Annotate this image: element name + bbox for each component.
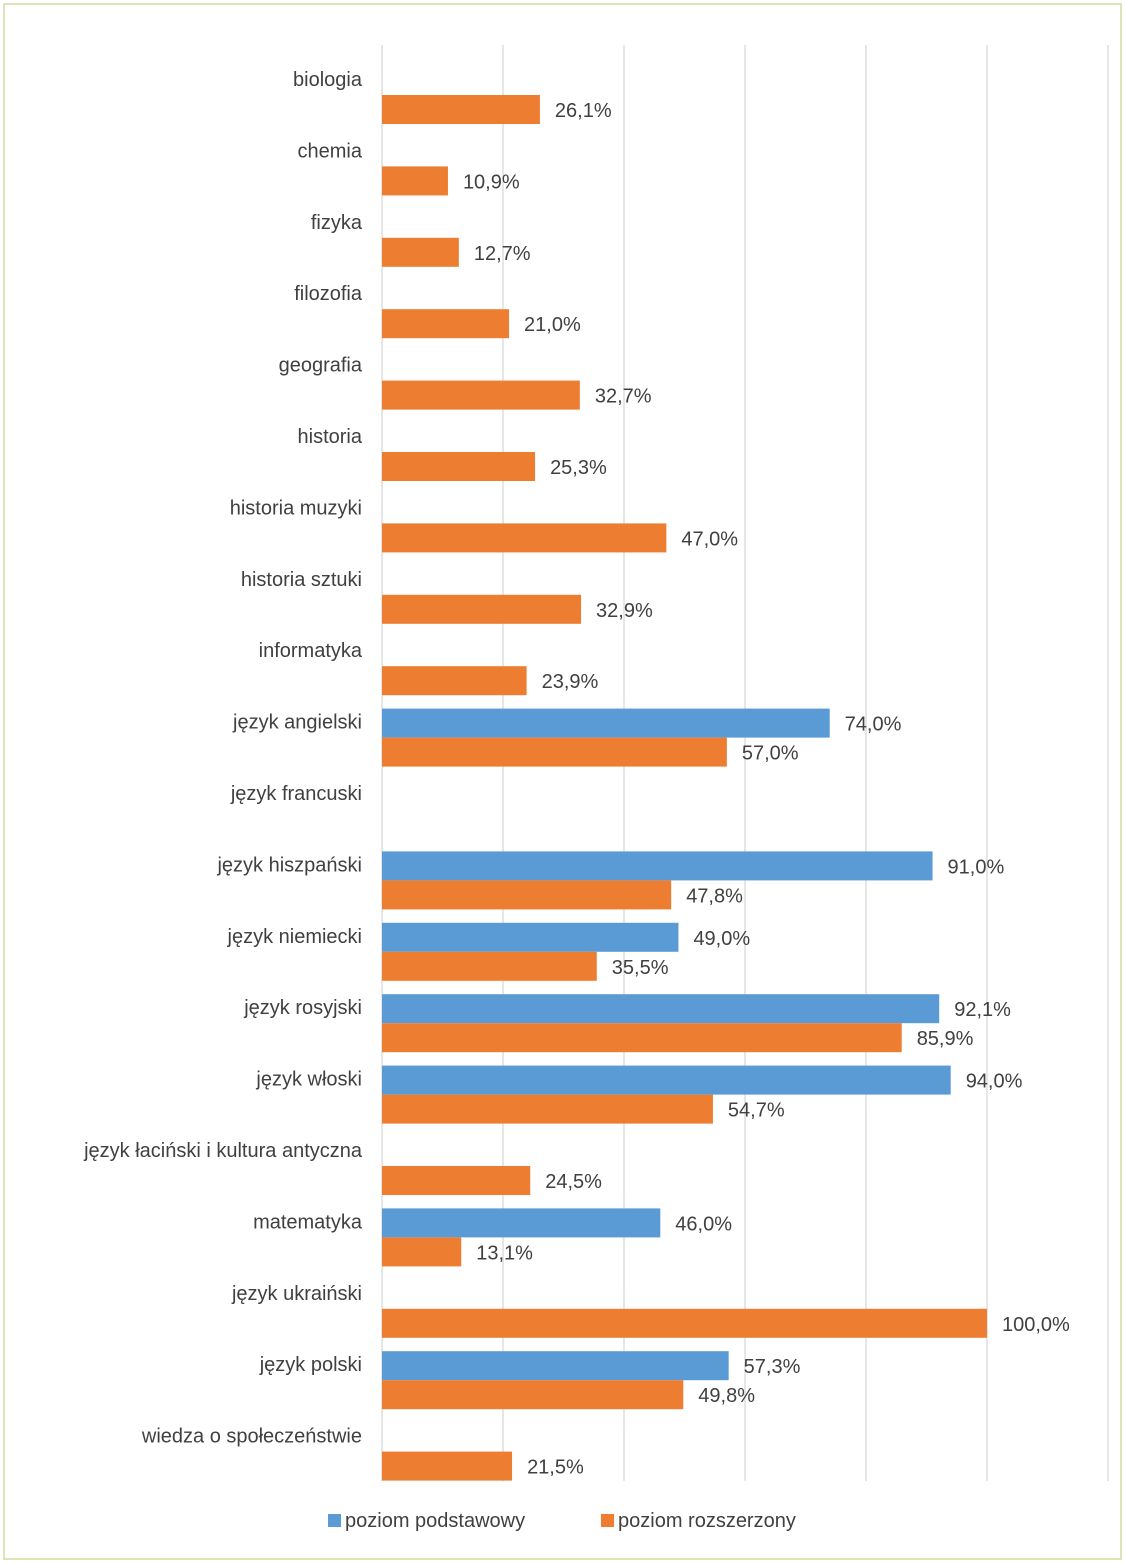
data-label: 21,0% [524,314,581,336]
category-label: chemia [298,140,363,162]
data-label: 32,7% [595,386,652,408]
bar-poziom-rozszerzony [382,237,459,267]
category-label: język ukraiński [231,1283,362,1305]
bar-poziom-rozszerzony [382,309,510,339]
bar-poziom-rozszerzony [382,1380,684,1410]
data-label: 10,9% [463,171,520,193]
legend-swatch-rozszerzony [601,1514,614,1527]
bar-poziom-rozszerzony [382,166,448,196]
data-label: 57,0% [742,743,799,765]
bar-poziom-rozszerzony [382,951,597,981]
data-label: 21,5% [527,1457,584,1479]
category-label: język włoski [255,1069,362,1091]
legend-swatch-podstawowy [328,1514,341,1527]
data-label: 92,1% [954,999,1011,1021]
bar-poziom-podstawowy [382,1065,951,1095]
bar-poziom-rozszerzony [382,1094,713,1124]
category-label: język hiszpański [216,854,362,876]
data-label: 35,5% [612,957,669,979]
data-label: 25,3% [550,457,607,479]
bar-poziom-rozszerzony [382,1166,531,1195]
data-label: 49,0% [693,928,750,950]
chart-frame: biologia 26,1% chemia 10,9% fizyka 12,7% filoz… [3,3,1122,1560]
bar-poziom-podstawowy [382,994,940,1024]
data-label: 32,9% [596,600,653,622]
bar-poziom-rozszerzony [382,452,536,481]
bar-poziom-podstawowy [382,851,933,881]
category-label: historia sztuki [241,569,362,591]
bar-poziom-rozszerzony [382,1023,902,1053]
bar-poziom-rozszerzony [382,880,672,910]
category-label: język francuski [230,783,362,805]
bar-chart: biologia 26,1% chemia 10,9% fizyka 12,7% filoz… [83,45,1109,1532]
bar-poziom-podstawowy [382,922,679,952]
data-label: 24,5% [545,1171,602,1193]
category-label: język niemiecki [227,926,362,948]
data-label: 12,7% [474,243,531,265]
bar-poziom-rozszerzony [382,666,527,696]
bar-poziom-rozszerzony [382,523,667,553]
data-label: 46,0% [675,1213,732,1235]
data-label: 54,7% [728,1100,785,1122]
data-label: 47,0% [681,528,738,550]
bar-poziom-rozszerzony [382,380,580,410]
data-label: 100,0% [1002,1314,1070,1336]
legend-label: poziom rozszerzony [618,1510,796,1532]
category-label: filozofia [294,283,363,305]
data-label: 57,3% [744,1356,801,1378]
category-label: informatyka [259,640,363,662]
data-label: 85,9% [917,1028,974,1050]
category-label: historia [298,426,363,448]
bar-poziom-podstawowy [382,1351,729,1381]
category-label: historia muzyki [230,497,362,519]
category-label: język angielski [232,712,362,734]
data-label: 91,0% [948,856,1005,878]
data-label: 23,9% [542,671,599,693]
category-label: biologia [293,69,363,91]
data-label: 49,8% [698,1385,755,1407]
bar-poziom-rozszerzony [382,1237,462,1267]
data-label: 26,1% [555,100,612,122]
category-label: język rosyjski [243,997,362,1019]
bar-poziom-rozszerzony [382,594,582,624]
legend-label: poziom podstawowy [345,1510,525,1532]
bar-poziom-podstawowy [382,1208,661,1238]
category-label: fizyka [311,212,363,234]
bar-poziom-rozszerzony [382,1451,513,1481]
category-label: wiedza o społeczeństwie [141,1426,362,1448]
data-label: 94,0% [966,1071,1023,1093]
bar-poziom-rozszerzony [382,95,540,124]
category-label: język łaciński i kultura antyczna [83,1140,363,1162]
category-label: geografia [279,355,363,377]
bar-poziom-rozszerzony [382,737,727,767]
data-label: 13,1% [476,1242,533,1264]
bar-poziom-rozszerzony [382,1308,987,1338]
category-label: język polski [259,1354,362,1376]
bar-poziom-podstawowy [382,708,830,738]
data-label: 74,0% [845,714,902,736]
data-label: 47,8% [686,885,743,907]
category-label: matematyka [253,1211,363,1233]
